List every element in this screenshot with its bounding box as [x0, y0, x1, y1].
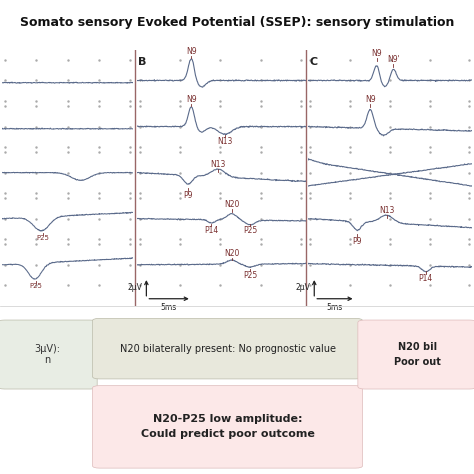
Text: P25: P25 [30, 283, 43, 289]
Text: N20: N20 [224, 201, 239, 210]
Text: N9: N9 [186, 47, 197, 56]
Text: 5ms: 5ms [160, 303, 176, 312]
Text: N20-P25 low amplitude:
Could predict poor outcome: N20-P25 low amplitude: Could predict poo… [141, 414, 314, 439]
Text: N9: N9 [372, 49, 382, 58]
Text: N9: N9 [365, 95, 375, 104]
Text: 3μV):
n: 3μV): n [35, 344, 60, 365]
FancyBboxPatch shape [92, 386, 363, 468]
Text: N13: N13 [379, 206, 394, 215]
FancyBboxPatch shape [358, 320, 474, 389]
Text: P25: P25 [36, 235, 49, 241]
Text: 2μV: 2μV [296, 283, 310, 292]
Text: P25: P25 [243, 271, 257, 280]
Text: 2μV: 2μV [128, 283, 142, 292]
Text: N9': N9' [387, 55, 400, 64]
Text: P9: P9 [352, 237, 362, 246]
Text: N9: N9 [186, 94, 197, 103]
Text: B: B [138, 57, 146, 67]
Text: P14: P14 [419, 273, 433, 283]
Text: P9: P9 [183, 191, 193, 200]
Text: N13: N13 [210, 160, 226, 169]
Text: N20: N20 [224, 249, 239, 258]
Text: Somato sensory Evoked Potential (SSEP): sensory stimulation: Somato sensory Evoked Potential (SSEP): … [20, 16, 454, 29]
Text: P14: P14 [204, 226, 219, 235]
Text: N20 bilaterally present: No prognostic value: N20 bilaterally present: No prognostic v… [119, 344, 336, 354]
Text: P25: P25 [243, 226, 257, 235]
Text: N20 bil
Poor out: N20 bil Poor out [394, 342, 440, 367]
FancyBboxPatch shape [0, 320, 97, 389]
FancyBboxPatch shape [92, 319, 363, 379]
Text: 5ms: 5ms [326, 303, 342, 312]
Text: C: C [309, 57, 317, 67]
Text: N13: N13 [217, 137, 233, 146]
